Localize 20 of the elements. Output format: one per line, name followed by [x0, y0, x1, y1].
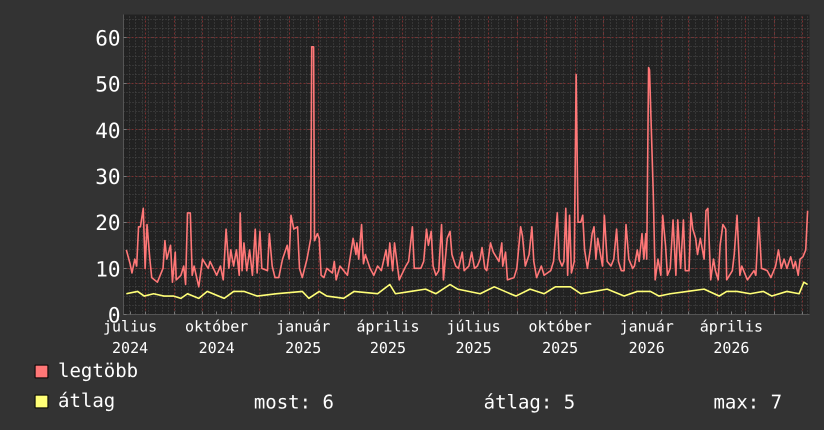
x-tick-label: április 2026	[700, 318, 764, 358]
x-tick-label: október 2024	[185, 318, 248, 358]
x-tick-label: október 2025	[528, 318, 592, 358]
y-tick-label: 30	[95, 165, 121, 190]
y-tick-label: 40	[95, 118, 121, 143]
x-tick-label: július 2025	[446, 318, 501, 358]
legend-label: legtöbb	[58, 360, 138, 382]
x-tick-label: április 2025	[356, 318, 420, 358]
y-tick-label: 50	[95, 72, 121, 97]
text: most: 6	[254, 392, 334, 414]
text: max: 7	[713, 392, 782, 414]
text: átlag: 5	[484, 392, 576, 414]
x-tick-label: január 2026	[620, 318, 674, 358]
y-tick-label: 20	[95, 211, 121, 236]
y-tick-label: 10	[95, 257, 121, 282]
line-series	[126, 281, 808, 300]
line-series	[126, 46, 808, 288]
x-tick-label: január 2025	[276, 318, 330, 358]
y-tick-label: 60	[95, 26, 121, 51]
legend-label: átlag	[58, 390, 116, 412]
